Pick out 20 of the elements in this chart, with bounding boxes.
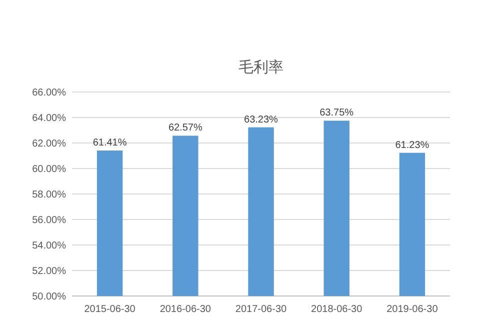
y-tick-label: 56.00% — [32, 215, 66, 226]
data-label: 63.23% — [244, 114, 278, 126]
data-label: 61.23% — [395, 140, 430, 151]
chart-title: 毛利率 — [238, 59, 284, 76]
x-tick-label: 2019-06-30 — [386, 304, 438, 315]
x-tick-label: 2018-06-30 — [311, 304, 363, 315]
y-tick-label: 58.00% — [32, 190, 66, 200]
y-tick-label: 60.00% — [32, 164, 66, 175]
x-tick-label: 2015-06-30 — [84, 304, 136, 315]
x-tick-label: 2016-06-30 — [160, 304, 212, 315]
y-tick-label: 62.00% — [32, 138, 66, 150]
data-label: 63.75% — [320, 108, 354, 119]
y-tick-label: 50.00% — [32, 292, 66, 302]
y-tick-label: 52.00% — [32, 266, 66, 277]
y-tick-label: 66.00% — [32, 88, 66, 98]
y-tick-label: 64.00% — [32, 113, 66, 124]
data-label: 61.41% — [92, 138, 127, 149]
data-label: 62.57% — [168, 122, 202, 134]
y-tick-label: 54.00% — [32, 240, 66, 252]
x-tick-label: 2017-06-30 — [235, 304, 288, 315]
